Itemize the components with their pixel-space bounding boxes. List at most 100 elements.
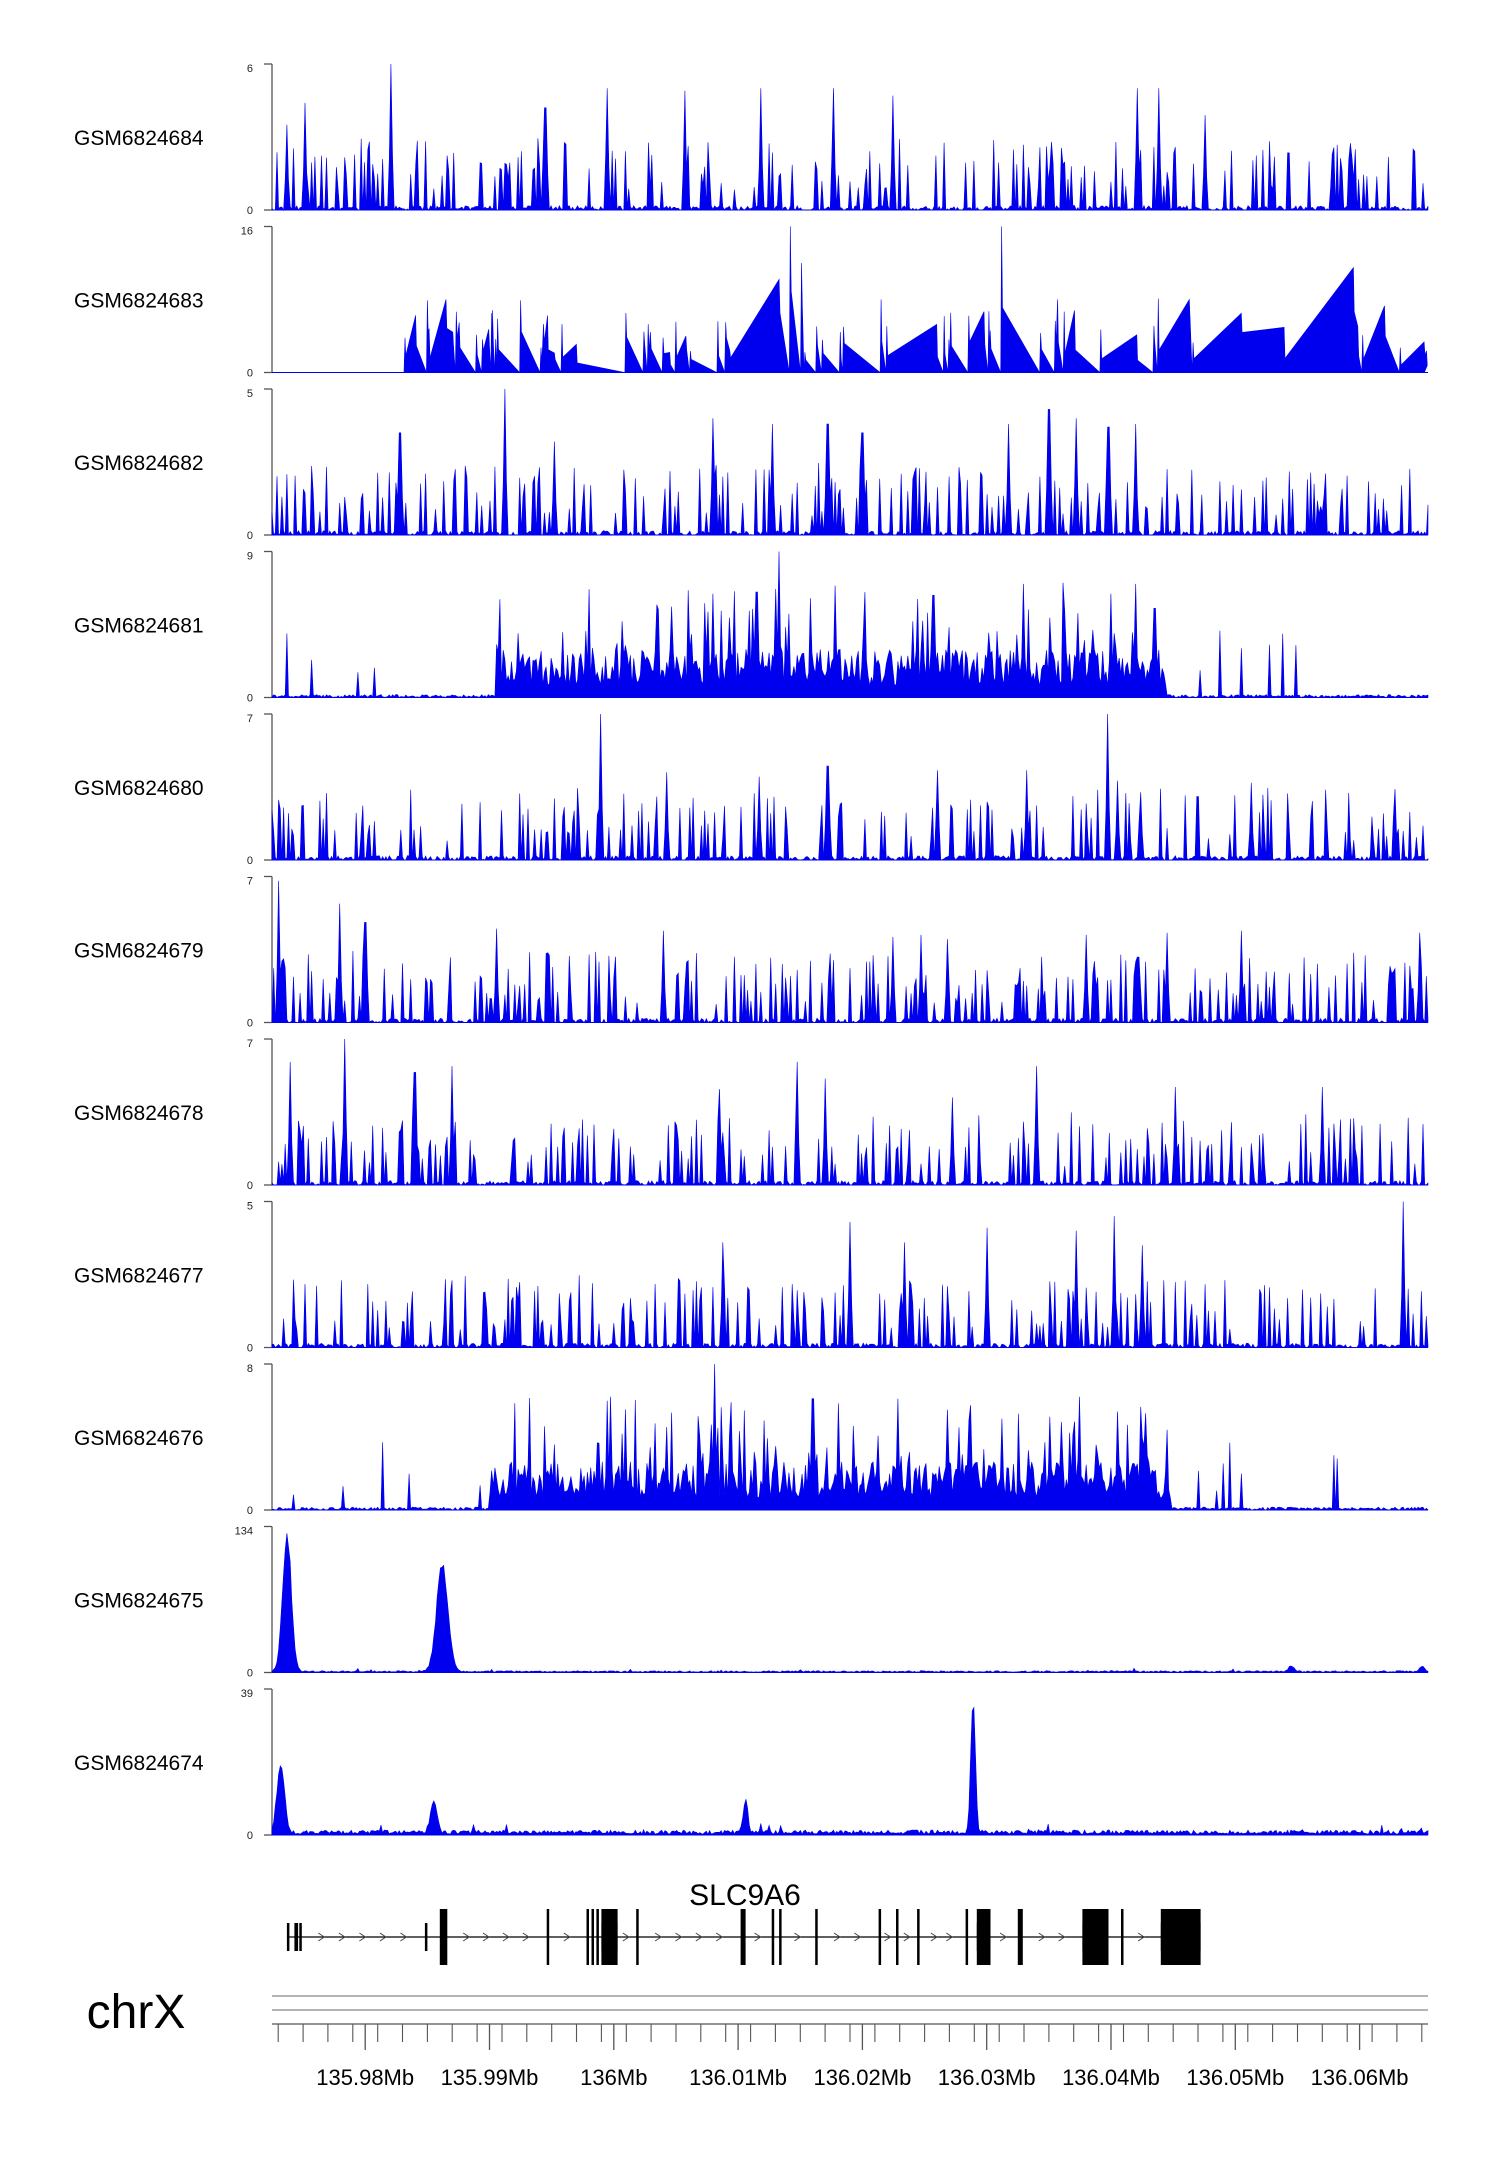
- strand-arrow: [654, 1932, 663, 1942]
- track-label: GSM6824675: [74, 1590, 204, 1613]
- strand-arrow: [338, 1932, 346, 1942]
- strand-arrow: [379, 1932, 387, 1942]
- chromosome-label: chrX: [87, 1986, 186, 2039]
- gene-model: [286, 1909, 1201, 1965]
- gene-exon: [740, 1909, 746, 1965]
- gene-exon-utr: [299, 1923, 302, 1951]
- gene-exon-block: [1160, 1923, 1201, 1951]
- gene-exon-utr: [424, 1923, 428, 1951]
- track-label: GSM6824681: [74, 615, 204, 638]
- track-GSM6824677: GSM6824677 5 0: [74, 1201, 1429, 1355]
- gene-exon: [591, 1909, 594, 1965]
- signal-area: [337, 226, 1428, 374]
- y-min-label: 0: [247, 1343, 253, 1355]
- y-max-label: 134: [235, 1526, 253, 1538]
- y-min-label: 0: [247, 1505, 253, 1517]
- gene-exon-utr: [294, 1923, 299, 1951]
- signal-area: [271, 1363, 1429, 1511]
- gene-track: SLC9A6: [286, 1879, 1201, 1965]
- strand-arrow: [1137, 1932, 1146, 1942]
- gene-exon: [586, 1909, 589, 1965]
- strand-arrow: [854, 1932, 862, 1942]
- y-max-label: 8: [247, 1363, 253, 1375]
- gene-exon: [896, 1909, 899, 1965]
- y-min-label: 0: [247, 693, 253, 705]
- track-label: GSM6824676: [74, 1427, 204, 1450]
- gene-exon: [917, 1909, 920, 1965]
- track-GSM6824676: GSM6824676 8 0: [74, 1363, 1429, 1517]
- track-label: GSM6824680: [74, 777, 204, 800]
- track-label: GSM6824674: [74, 1752, 204, 1775]
- chromosome-ideogram: chrX: [87, 1986, 1428, 2039]
- signal-area: [271, 880, 1429, 1024]
- strand-arrow: [400, 1932, 408, 1942]
- strand-arrow: [675, 1932, 683, 1942]
- gene-exon-block: [976, 1923, 991, 1951]
- strand-arrow: [833, 1932, 841, 1942]
- strand-arrow: [715, 1932, 724, 1942]
- y-max-label: 16: [241, 226, 253, 238]
- y-max-label: 7: [247, 713, 253, 725]
- gene-exon: [878, 1909, 882, 1965]
- track-GSM6824675: GSM6824675 134 0: [74, 1526, 1429, 1680]
- y-min-label: 0: [247, 1018, 253, 1030]
- gene-exon: [1017, 1909, 1023, 1965]
- strand-arrow: [522, 1932, 530, 1942]
- strand-arrow: [884, 1932, 892, 1942]
- y-min-label: 0: [247, 855, 253, 867]
- track-GSM6824684: GSM6824684 6 0: [74, 63, 1429, 217]
- strand-arrow: [754, 1932, 762, 1942]
- strand-arrow: [1038, 1932, 1046, 1942]
- signal-area: [271, 1038, 1429, 1187]
- strand-arrow: [482, 1932, 490, 1942]
- y-max-label: 5: [247, 1201, 253, 1213]
- track-label: GSM6824679: [74, 940, 204, 963]
- strand-arrow: [946, 1932, 954, 1942]
- signal-area: [271, 713, 1429, 862]
- strand-arrow: [930, 1932, 938, 1942]
- axis-tick-label: 136.02Mb: [813, 2065, 911, 2090]
- signal-area: [271, 551, 1429, 699]
- track-GSM6824680: GSM6824680 7 0: [74, 713, 1429, 867]
- track-GSM6824678: GSM6824678 7 0: [74, 1038, 1429, 1192]
- gene-exon: [965, 1909, 969, 1965]
- strand-arrow: [462, 1932, 471, 1942]
- y-min-label: 0: [247, 1668, 253, 1680]
- track-label: GSM6824682: [74, 452, 204, 475]
- y-min-label: 0: [247, 530, 253, 542]
- track-label: GSM6824683: [74, 290, 204, 313]
- axis-tick-label: 136.01Mb: [689, 2065, 787, 2090]
- track-label: GSM6824684: [74, 127, 204, 150]
- strand-arrow: [1058, 1932, 1066, 1942]
- axis-tick-label: 135.99Mb: [441, 2065, 539, 2090]
- strand-arrow: [359, 1932, 367, 1942]
- y-max-label: 39: [241, 1688, 253, 1700]
- strand-arrow: [903, 1932, 911, 1942]
- axis-tick-label: 136.04Mb: [1062, 2065, 1160, 2090]
- y-min-label: 0: [247, 205, 253, 217]
- y-min-label: 0: [247, 1830, 253, 1842]
- strand-arrow: [622, 1932, 630, 1942]
- signal-area: [271, 388, 1429, 536]
- axis-tick-label: 136Mb: [580, 2065, 647, 2090]
- track-label: GSM6824677: [74, 1265, 204, 1288]
- track-GSM6824674: GSM6824674 39 0: [74, 1688, 1429, 1842]
- signal-area: [271, 1201, 1429, 1349]
- signal-area: [271, 1533, 1429, 1673]
- gene-exon: [439, 1909, 448, 1965]
- signal-area: [271, 63, 1429, 212]
- axis-tick-label: 136.03Mb: [938, 2065, 1036, 2090]
- track-label: GSM6824678: [74, 1102, 204, 1125]
- axis-tick-label: 135.98Mb: [316, 2065, 414, 2090]
- strand-arrow: [502, 1932, 510, 1942]
- track-GSM6824682: GSM6824682 5 0: [74, 388, 1429, 542]
- y-min-label: 0: [247, 1180, 253, 1192]
- gene-exon: [596, 1909, 599, 1965]
- y-max-label: 9: [247, 551, 253, 563]
- genomic-axis: 135.98Mb 135.99Mb 136Mb 136.01Mb 136.02Mb 136…: [272, 2023, 1428, 2090]
- gene-exon: [636, 1909, 639, 1965]
- gene-exon: [815, 1909, 818, 1965]
- gene-exon-block: [1082, 1923, 1109, 1951]
- signal-tracks: GSM682468460GSM6824683160GSM682468250GSM…: [74, 63, 1429, 1842]
